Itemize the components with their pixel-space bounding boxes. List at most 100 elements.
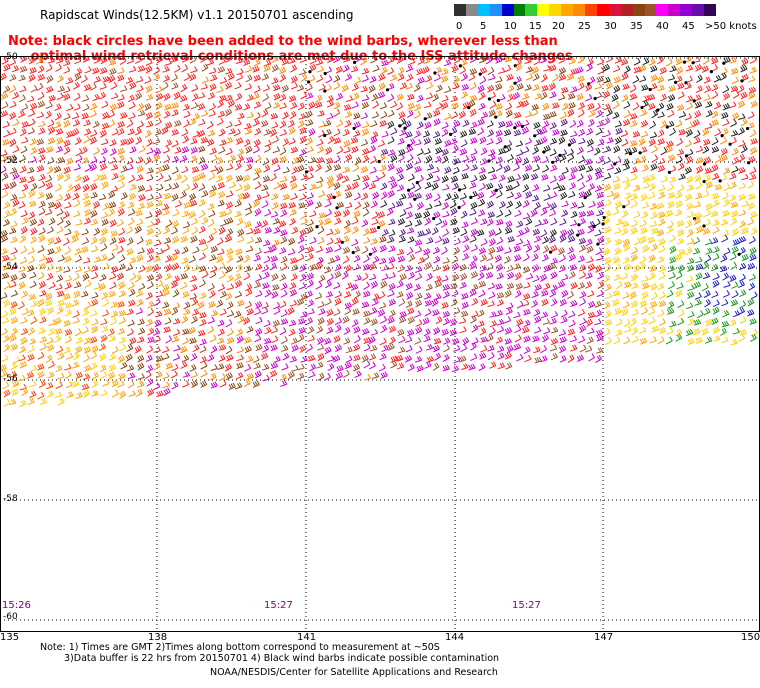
wind-barb: [56, 74, 64, 83]
wind-barb: [45, 181, 53, 190]
wind-barb: [639, 255, 647, 264]
wind-barb: [55, 128, 64, 136]
wind-barb: [656, 229, 665, 237]
wind-barb: [38, 173, 46, 182]
wind-barb: [134, 274, 142, 283]
wind-barb: [153, 297, 161, 307]
wind-barb: [345, 191, 353, 199]
wind-barb: [720, 147, 728, 156]
wind-barb: [290, 82, 298, 90]
wind-barb: [559, 111, 568, 120]
wind-barb: [164, 317, 172, 325]
wind-barb: [531, 173, 539, 181]
wind-barb: [531, 66, 539, 74]
wind-barb: [118, 254, 126, 263]
wind-barb: [379, 244, 387, 253]
wind-barb: [154, 208, 163, 217]
wind-barb: [350, 137, 359, 144]
wind-barb: [153, 362, 161, 371]
wind-barb: [693, 281, 702, 289]
wind-barb: [675, 271, 683, 280]
wind-barb: [235, 137, 244, 145]
wind-barb: [604, 256, 612, 265]
wind-barb: [189, 56, 197, 64]
wind-barb: [651, 325, 659, 333]
wind-barb: [748, 236, 756, 244]
wind-barb: [703, 94, 711, 102]
wind-barb: [633, 184, 641, 192]
wind-barb: [569, 335, 577, 343]
wind-barb: [449, 200, 457, 209]
wind-barb: [162, 372, 170, 380]
wind-barb: [269, 262, 277, 271]
wind-barb: [739, 289, 747, 298]
wind-barb: [362, 148, 370, 156]
wind-barb: [704, 122, 713, 130]
wind-barb: [614, 247, 622, 256]
wind-barb: [20, 145, 28, 154]
wind-barb: [12, 118, 20, 127]
contamination-circle: [457, 188, 462, 192]
wind-barb: [226, 247, 234, 256]
wind-barb: [73, 81, 80, 90]
contamination-circle: [352, 126, 356, 130]
wind-barb: [253, 85, 261, 94]
wind-barb: [189, 155, 198, 163]
wind-barb: [117, 94, 125, 101]
wind-barb: [0, 364, 7, 372]
wind-barb: [506, 154, 514, 162]
wind-barb: [668, 176, 677, 183]
wind-barb: [71, 112, 80, 120]
latitude-label: -50: [3, 52, 18, 62]
wind-barb: [19, 165, 27, 174]
wind-barb: [165, 121, 173, 130]
wind-barb: [0, 369, 8, 378]
wind-barb: [197, 301, 205, 310]
wind-barb: [102, 76, 110, 83]
wind-barb: [368, 182, 377, 190]
wind-barb: [183, 183, 191, 192]
wind-barb: [20, 226, 28, 235]
wind-barb: [522, 299, 530, 307]
wind-barb: [109, 148, 117, 156]
wind-barb: [586, 127, 594, 136]
wind-barb: [677, 82, 685, 90]
wind-barb: [567, 328, 576, 336]
wind-barb: [641, 291, 649, 300]
wind-barb: [705, 203, 713, 211]
wind-barb: [163, 237, 172, 244]
contamination-circle: [533, 134, 537, 138]
wind-barb: [728, 194, 737, 202]
wind-barb: [489, 320, 498, 328]
wind-barb: [90, 209, 98, 218]
wind-barb: [244, 83, 253, 91]
wind-barb: [732, 238, 741, 246]
wind-barb: [299, 127, 307, 135]
wind-barb: [550, 284, 558, 292]
wind-barb: [253, 281, 262, 289]
wind-barb: [208, 190, 217, 198]
wind-barb: [603, 90, 611, 99]
color-swatch: [501, 4, 515, 16]
wind-barb: [110, 163, 119, 171]
wind-barb: [163, 92, 171, 101]
wind-barb: [362, 237, 371, 244]
wind-barb: [306, 137, 313, 146]
wind-barb: [333, 155, 341, 164]
wind-barb: [334, 324, 342, 333]
wind-barb: [38, 127, 46, 135]
wind-barb: [135, 92, 143, 101]
wind-barb: [47, 237, 55, 246]
wind-barb: [111, 128, 119, 136]
wind-barb: [107, 110, 115, 119]
wind-barb: [190, 235, 198, 243]
wind-barb: [543, 145, 551, 153]
wind-barb: [397, 328, 405, 337]
wind-barb: [434, 137, 443, 145]
pass-time-label: 15:27: [512, 600, 541, 611]
wind-barb: [693, 130, 701, 139]
wind-barb: [144, 370, 152, 380]
wind-barb: [397, 218, 406, 226]
wind-barb: [64, 255, 72, 263]
wind-barb: [406, 247, 414, 256]
